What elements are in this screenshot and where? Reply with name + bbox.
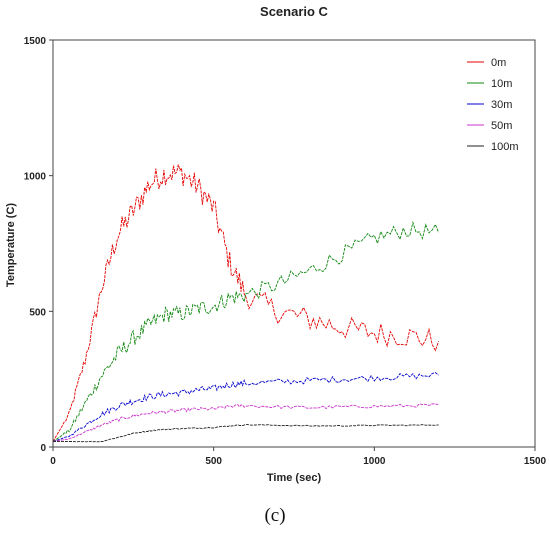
y-axis-label: Temperature (C) xyxy=(5,203,17,287)
y-tick-label: 500 xyxy=(29,307,46,318)
series-layer xyxy=(52,164,440,443)
legend-label-0m: 0m xyxy=(491,57,506,69)
y-tick-label: 1500 xyxy=(24,36,47,47)
y-tick-label: 0 xyxy=(40,443,46,454)
y-tick-label: 1000 xyxy=(24,172,47,183)
x-tick-label: 0 xyxy=(50,456,56,467)
legend-label-30m: 30m xyxy=(491,99,512,111)
chart: Scenario C 0 500 1000 1500 0 500 1000 1500 0m 10… xyxy=(5,4,547,484)
legend: 0m 10m 30m 50m 100m xyxy=(467,57,519,153)
legend-label-100m: 100m xyxy=(491,141,519,153)
series-line-0m xyxy=(52,164,440,442)
legend-label-50m: 50m xyxy=(491,120,512,132)
x-axis-label: Time (sec) xyxy=(267,472,322,484)
x-tick-label: 1500 xyxy=(524,456,547,467)
legend-label-10m: 10m xyxy=(491,78,512,90)
plot-frame xyxy=(52,39,536,448)
chart-title: Scenario C xyxy=(260,4,329,19)
series-line-50m xyxy=(52,403,439,443)
series-line-10m xyxy=(52,220,440,442)
x-tick-label: 1000 xyxy=(363,456,386,467)
axes: 0 500 1000 1500 0 500 1000 1500 xyxy=(24,36,547,467)
x-tick-label: 500 xyxy=(205,456,222,467)
series-line-100m xyxy=(53,423,439,443)
plot-area xyxy=(52,39,536,448)
figure-caption: (c) xyxy=(264,505,286,526)
